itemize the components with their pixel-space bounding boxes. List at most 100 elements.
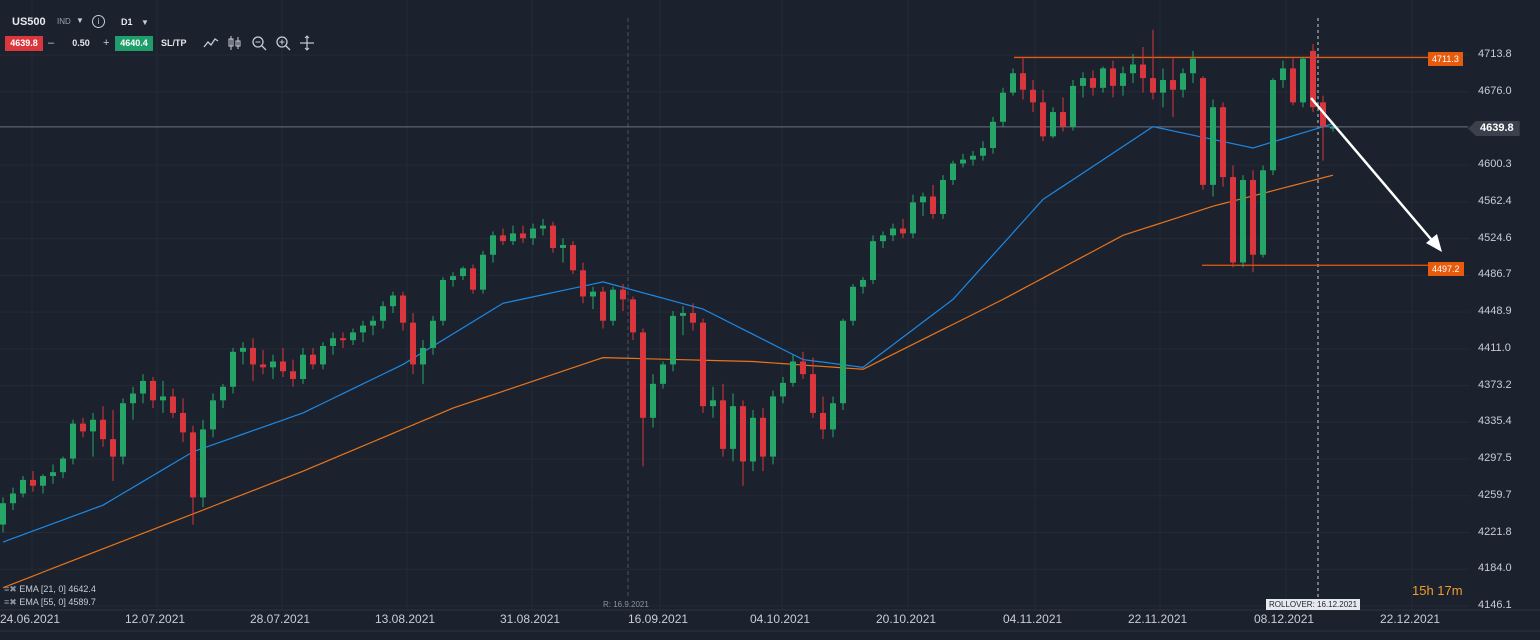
candle [180,398,186,443]
candle-body [120,403,126,457]
sltp-button[interactable]: SL/TP [161,38,187,48]
candle [920,192,926,216]
ema55-legend[interactable]: ≡✖ EMA [55, 0] 4589.7 [4,597,96,608]
candle-body [1240,180,1246,263]
candle [460,266,466,280]
candlestick-icon[interactable] [227,35,243,51]
candle-body [1080,78,1086,86]
candle-body [310,354,316,365]
price-axis[interactable]: 4713.8 4676.0 4639.8 4600.3 4562.4 4524.6 4486… [1470,0,1540,612]
zoom-out-icon[interactable] [251,35,267,51]
candle [640,328,646,467]
candle-body [1200,78,1206,185]
candle-body [880,235,886,242]
candle-body [1180,73,1186,90]
candle [950,160,956,185]
candle [1160,68,1166,108]
candle [530,223,536,246]
info-icon[interactable]: i [92,15,105,28]
candle-body [330,338,336,346]
candle-body [350,332,356,341]
candle [1180,68,1186,98]
ema55-line [2,174,1334,589]
candle-body [800,361,806,375]
candle-body [1250,180,1256,255]
candle [360,320,366,343]
quantity-decrease-button[interactable]: – [48,37,55,49]
candle [1090,70,1096,96]
candle-body [1160,80,1166,93]
candle [280,347,286,378]
candle [1030,80,1036,113]
zoom-in-icon[interactable] [275,35,291,51]
candle [850,283,856,326]
candle-body [740,406,746,462]
candle [40,474,46,494]
current-price-tag: 4639.8 [1468,121,1520,136]
indicator-settings-icon[interactable]: ≡✖ [4,597,17,607]
candle-body [430,320,436,348]
quantity-input[interactable]: 0.50 [72,38,90,48]
candle [140,374,146,404]
candle [660,361,666,389]
candle [750,410,756,472]
candle-body [250,347,256,365]
candle-body [920,196,926,203]
candle [550,221,556,253]
candle [620,283,626,312]
candle [1280,60,1286,88]
candle-body [320,345,326,365]
candle-body [220,386,226,401]
crosshair-icon[interactable] [299,35,315,51]
support-level-tag[interactable]: 4497.2 [1428,262,1464,276]
candle-body [520,233,526,239]
date-axis-label: 12.07.2021 [125,612,186,626]
candle-body [1090,78,1096,88]
candle [600,286,606,329]
indicator-settings-icon[interactable]: ≡✖ [4,584,17,594]
candle [870,235,876,284]
candle [310,347,316,370]
date-axis-label: 08.12.2021 [1254,612,1315,626]
candle [710,386,716,418]
date-axis-label: 28.07.2021 [250,612,311,626]
candle-body [970,155,976,160]
candle [220,383,226,409]
candle-body [660,364,666,384]
candle-body [860,279,866,287]
date-axis-label: 22.12.2021 [1380,612,1441,626]
quantity-increase-button[interactable]: + [103,37,110,49]
candle [240,342,246,365]
sell-button[interactable]: 4639.8 [5,36,43,51]
candle-body [910,202,916,234]
candle-body [50,472,56,477]
candle [1010,68,1016,96]
candle [790,354,796,387]
candle [940,175,946,219]
candle [100,406,106,447]
timeframe-dropdown-icon[interactable]: ▼ [141,18,149,27]
line-chart-icon[interactable] [203,35,219,51]
candle-body [1300,58,1306,103]
candle-body [0,503,6,525]
candle [730,393,736,462]
candle-body [1130,64,1136,74]
candle [1130,53,1136,83]
candle-body [1020,73,1026,90]
symbol-name[interactable]: US500 [12,16,46,28]
candle [1140,47,1146,93]
candle-body [670,315,676,365]
ema21-legend[interactable]: ≡✖ EMA [21, 0] 4642.4 [4,584,96,595]
candle [170,388,176,418]
candle-body [580,270,586,297]
candle [420,340,426,384]
candle-timer: 15h 17m [1412,583,1463,598]
buy-button[interactable]: 4640.4 [115,36,153,51]
candle-body [20,479,26,494]
candle-body [790,361,796,383]
symbol-dropdown-icon[interactable]: ▼ [76,16,84,25]
candle-body [1290,68,1296,103]
timeframe-select[interactable]: D1 [121,17,133,27]
resistance-level-tag[interactable]: 4711.3 [1428,52,1463,66]
